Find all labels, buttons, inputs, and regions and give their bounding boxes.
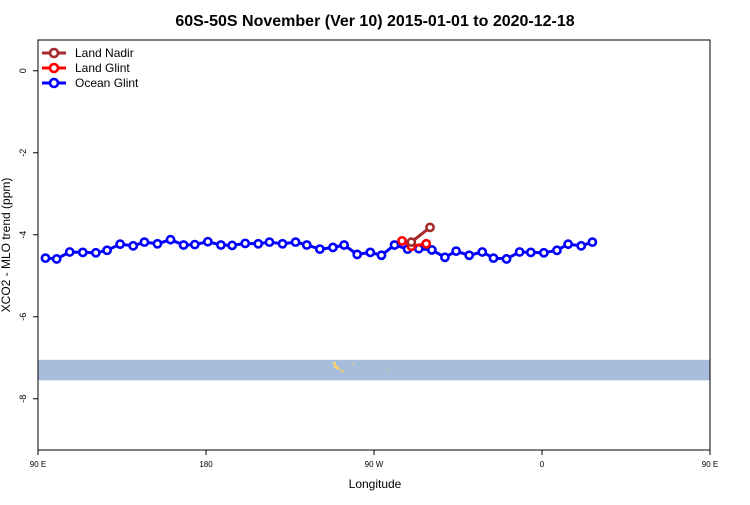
land-speck [336, 366, 339, 369]
data-point [425, 222, 435, 233]
data-point [253, 238, 264, 249]
data-point [77, 247, 88, 258]
land-speck [338, 368, 340, 370]
land-speck [386, 370, 388, 371]
data-point [64, 247, 75, 257]
land-speck [341, 370, 344, 372]
land-sea-band [38, 359, 710, 381]
data-point [102, 245, 112, 256]
x-axis-label: Longitude [349, 477, 402, 491]
x-tick-label: 180 [199, 460, 213, 469]
data-point [339, 240, 350, 250]
data-point [328, 242, 338, 253]
chart-title: 60S-50S November (Ver 10) 2015-01-01 to … [175, 13, 574, 30]
data-point [178, 240, 189, 250]
data-point [488, 253, 499, 264]
legend-marker [48, 62, 60, 74]
series-layer [40, 222, 598, 264]
land-speck [333, 362, 336, 364]
x-tick-label: 90 E [702, 460, 718, 469]
data-point [128, 240, 139, 251]
land-speck [334, 364, 336, 368]
data-point [314, 244, 325, 254]
data-point [264, 237, 275, 248]
data-point [165, 234, 176, 245]
y-tick-label: -8 [18, 395, 28, 403]
data-point [538, 247, 549, 258]
land-marks [333, 362, 388, 372]
series-land-nadir [406, 222, 435, 248]
x-tick-label: 0 [540, 460, 545, 469]
legend-item: Land Nadir [42, 46, 134, 60]
data-point [227, 240, 238, 251]
data-point [202, 236, 213, 247]
legend-item: Ocean Glint [42, 76, 139, 90]
y-tick-label: -4 [18, 231, 28, 239]
y-axis-label: XCO2 - MLO trend (ppm) [0, 178, 13, 313]
legend-label: Land Glint [75, 61, 130, 75]
data-point [440, 252, 450, 263]
legend-label: Land Nadir [75, 46, 134, 60]
y-tick-label: -6 [18, 313, 28, 321]
legend-label: Ocean Glint [75, 76, 139, 90]
data-point [139, 237, 150, 248]
data-point [240, 238, 251, 249]
data-point [406, 237, 417, 248]
series-ocean-glint [40, 234, 598, 264]
data-point [115, 239, 126, 250]
data-point [587, 237, 598, 248]
data-point [576, 240, 587, 251]
axes-layer: 90 E 180 90 W 0 90 E 0 -2 -4 -6 -8 [18, 68, 718, 469]
data-point [216, 240, 226, 250]
y-tick-label: 0 [18, 68, 28, 73]
data-point [421, 238, 432, 249]
legend-item: Land Glint [42, 61, 130, 75]
x-tick-label: 90 E [30, 460, 46, 469]
data-point [477, 247, 488, 257]
data-point [501, 254, 512, 264]
data-point [90, 247, 101, 258]
data-point [40, 253, 51, 264]
data-point [514, 247, 525, 257]
data-point [352, 249, 363, 260]
legend-marker [48, 77, 60, 89]
data-point [397, 235, 407, 246]
data-point [389, 240, 400, 250]
data-point [290, 237, 301, 248]
data-point [563, 239, 574, 250]
data-point [277, 238, 288, 249]
data-point [525, 247, 536, 258]
land-speck [352, 363, 354, 364]
data-point [365, 247, 376, 258]
data-point [451, 246, 462, 257]
data-point [552, 245, 562, 256]
data-point [464, 250, 475, 261]
data-point [376, 250, 387, 261]
x-tick-label: 90 W [365, 460, 384, 469]
y-tick-label: -2 [18, 149, 28, 157]
data-point [426, 245, 437, 255]
data-point [301, 240, 312, 250]
data-point [51, 254, 62, 264]
plot-frame [37, 39, 711, 451]
data-point [152, 238, 163, 249]
data-point [189, 239, 200, 250]
legend-marker [48, 47, 60, 59]
